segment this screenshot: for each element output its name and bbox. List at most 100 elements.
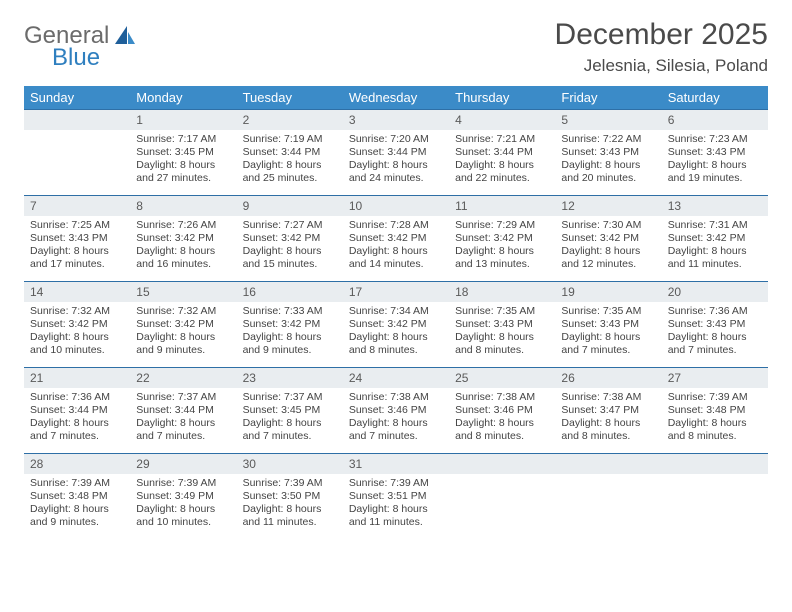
day-body: Sunrise: 7:38 AMSunset: 3:46 PMDaylight:… xyxy=(343,388,449,450)
calendar-cell: 9Sunrise: 7:27 AMSunset: 3:42 PMDaylight… xyxy=(237,196,343,282)
day-number: 23 xyxy=(237,368,343,388)
dow-wednesday: Wednesday xyxy=(343,86,449,110)
day-body: Sunrise: 7:27 AMSunset: 3:42 PMDaylight:… xyxy=(237,216,343,278)
sunrise-text: Sunrise: 7:22 AM xyxy=(561,133,655,146)
sunset-text: Sunset: 3:42 PM xyxy=(136,232,230,245)
day-body: Sunrise: 7:23 AMSunset: 3:43 PMDaylight:… xyxy=(662,130,768,192)
sunrise-text: Sunrise: 7:33 AM xyxy=(243,305,337,318)
day-number: 7 xyxy=(24,196,130,216)
sunset-text: Sunset: 3:43 PM xyxy=(30,232,124,245)
sunset-text: Sunset: 3:46 PM xyxy=(349,404,443,417)
daylight-text: Daylight: 8 hours and 12 minutes. xyxy=(561,245,655,271)
sunrise-text: Sunrise: 7:38 AM xyxy=(349,391,443,404)
sunrise-text: Sunrise: 7:37 AM xyxy=(136,391,230,404)
day-body: Sunrise: 7:20 AMSunset: 3:44 PMDaylight:… xyxy=(343,130,449,192)
sunrise-text: Sunrise: 7:29 AM xyxy=(455,219,549,232)
sunset-text: Sunset: 3:46 PM xyxy=(455,404,549,417)
calendar-cell: 17Sunrise: 7:34 AMSunset: 3:42 PMDayligh… xyxy=(343,282,449,368)
day-body: Sunrise: 7:39 AMSunset: 3:48 PMDaylight:… xyxy=(24,474,130,536)
calendar-cell: 8Sunrise: 7:26 AMSunset: 3:42 PMDaylight… xyxy=(130,196,236,282)
calendar-cell: 29Sunrise: 7:39 AMSunset: 3:49 PMDayligh… xyxy=(130,454,236,540)
day-body: Sunrise: 7:33 AMSunset: 3:42 PMDaylight:… xyxy=(237,302,343,364)
sunrise-text: Sunrise: 7:39 AM xyxy=(668,391,762,404)
calendar-cell: 1Sunrise: 7:17 AMSunset: 3:45 PMDaylight… xyxy=(130,110,236,196)
day-body: Sunrise: 7:36 AMSunset: 3:44 PMDaylight:… xyxy=(24,388,130,450)
sunset-text: Sunset: 3:49 PM xyxy=(136,490,230,503)
daylight-text: Daylight: 8 hours and 16 minutes. xyxy=(136,245,230,271)
day-body: Sunrise: 7:25 AMSunset: 3:43 PMDaylight:… xyxy=(24,216,130,278)
day-body: Sunrise: 7:31 AMSunset: 3:42 PMDaylight:… xyxy=(662,216,768,278)
day-number xyxy=(449,454,555,474)
calendar-cell: 3Sunrise: 7:20 AMSunset: 3:44 PMDaylight… xyxy=(343,110,449,196)
day-number: 19 xyxy=(555,282,661,302)
sunset-text: Sunset: 3:44 PM xyxy=(243,146,337,159)
sunset-text: Sunset: 3:47 PM xyxy=(561,404,655,417)
day-body: Sunrise: 7:35 AMSunset: 3:43 PMDaylight:… xyxy=(555,302,661,364)
day-number: 28 xyxy=(24,454,130,474)
daylight-text: Daylight: 8 hours and 7 minutes. xyxy=(30,417,124,443)
daylight-text: Daylight: 8 hours and 22 minutes. xyxy=(455,159,549,185)
calendar-cell: 16Sunrise: 7:33 AMSunset: 3:42 PMDayligh… xyxy=(237,282,343,368)
sunset-text: Sunset: 3:42 PM xyxy=(243,318,337,331)
calendar-cell xyxy=(555,454,661,540)
day-body: Sunrise: 7:37 AMSunset: 3:45 PMDaylight:… xyxy=(237,388,343,450)
daylight-text: Daylight: 8 hours and 15 minutes. xyxy=(243,245,337,271)
sunrise-text: Sunrise: 7:35 AM xyxy=(455,305,549,318)
sunrise-text: Sunrise: 7:39 AM xyxy=(30,477,124,490)
sunset-text: Sunset: 3:44 PM xyxy=(349,146,443,159)
day-number: 21 xyxy=(24,368,130,388)
sunrise-text: Sunrise: 7:39 AM xyxy=(349,477,443,490)
day-number: 4 xyxy=(449,110,555,130)
sunset-text: Sunset: 3:42 PM xyxy=(455,232,549,245)
sunset-text: Sunset: 3:51 PM xyxy=(349,490,443,503)
daylight-text: Daylight: 8 hours and 9 minutes. xyxy=(136,331,230,357)
day-number: 10 xyxy=(343,196,449,216)
sunrise-text: Sunrise: 7:25 AM xyxy=(30,219,124,232)
sunset-text: Sunset: 3:43 PM xyxy=(561,318,655,331)
calendar-cell: 19Sunrise: 7:35 AMSunset: 3:43 PMDayligh… xyxy=(555,282,661,368)
sunrise-text: Sunrise: 7:38 AM xyxy=(561,391,655,404)
sunrise-text: Sunrise: 7:19 AM xyxy=(243,133,337,146)
title-block: December 2025 Jelesnia, Silesia, Poland xyxy=(555,18,768,76)
day-body: Sunrise: 7:39 AMSunset: 3:51 PMDaylight:… xyxy=(343,474,449,536)
daylight-text: Daylight: 8 hours and 7 minutes. xyxy=(561,331,655,357)
daylight-text: Daylight: 8 hours and 9 minutes. xyxy=(243,331,337,357)
sunrise-text: Sunrise: 7:27 AM xyxy=(243,219,337,232)
day-number: 3 xyxy=(343,110,449,130)
calendar-cell xyxy=(24,110,130,196)
calendar-body: 1Sunrise: 7:17 AMSunset: 3:45 PMDaylight… xyxy=(24,110,768,540)
daylight-text: Daylight: 8 hours and 25 minutes. xyxy=(243,159,337,185)
calendar-cell: 5Sunrise: 7:22 AMSunset: 3:43 PMDaylight… xyxy=(555,110,661,196)
day-number: 6 xyxy=(662,110,768,130)
sunset-text: Sunset: 3:44 PM xyxy=(136,404,230,417)
page-header: General Blue December 2025 Jelesnia, Sil… xyxy=(24,18,768,76)
day-number: 26 xyxy=(555,368,661,388)
dow-sunday: Sunday xyxy=(24,86,130,110)
day-number: 11 xyxy=(449,196,555,216)
calendar-cell: 31Sunrise: 7:39 AMSunset: 3:51 PMDayligh… xyxy=(343,454,449,540)
daylight-text: Daylight: 8 hours and 8 minutes. xyxy=(455,417,549,443)
day-number: 9 xyxy=(237,196,343,216)
sunset-text: Sunset: 3:45 PM xyxy=(136,146,230,159)
daylight-text: Daylight: 8 hours and 8 minutes. xyxy=(455,331,549,357)
daylight-text: Daylight: 8 hours and 8 minutes. xyxy=(561,417,655,443)
daylight-text: Daylight: 8 hours and 11 minutes. xyxy=(243,503,337,529)
day-body: Sunrise: 7:21 AMSunset: 3:44 PMDaylight:… xyxy=(449,130,555,192)
day-body: Sunrise: 7:28 AMSunset: 3:42 PMDaylight:… xyxy=(343,216,449,278)
daylight-text: Daylight: 8 hours and 11 minutes. xyxy=(668,245,762,271)
sunset-text: Sunset: 3:42 PM xyxy=(668,232,762,245)
sunrise-text: Sunrise: 7:35 AM xyxy=(561,305,655,318)
sunset-text: Sunset: 3:48 PM xyxy=(30,490,124,503)
dow-tuesday: Tuesday xyxy=(237,86,343,110)
daylight-text: Daylight: 8 hours and 8 minutes. xyxy=(349,331,443,357)
day-number: 27 xyxy=(662,368,768,388)
sunrise-text: Sunrise: 7:26 AM xyxy=(136,219,230,232)
dow-friday: Friday xyxy=(555,86,661,110)
logo-text: General Blue xyxy=(24,24,109,70)
daylight-text: Daylight: 8 hours and 13 minutes. xyxy=(455,245,549,271)
calendar-cell: 28Sunrise: 7:39 AMSunset: 3:48 PMDayligh… xyxy=(24,454,130,540)
calendar-cell: 13Sunrise: 7:31 AMSunset: 3:42 PMDayligh… xyxy=(662,196,768,282)
day-body: Sunrise: 7:32 AMSunset: 3:42 PMDaylight:… xyxy=(24,302,130,364)
day-number: 5 xyxy=(555,110,661,130)
calendar-week: 1Sunrise: 7:17 AMSunset: 3:45 PMDaylight… xyxy=(24,110,768,196)
